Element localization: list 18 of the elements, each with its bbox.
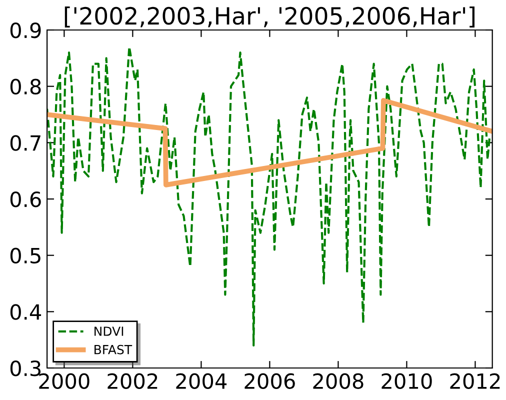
y-tick-label: 0.6 [10,191,41,208]
legend-label: NDVI [94,326,124,336]
x-tick-label: 2008 [313,373,364,389]
x-tick-label: 2010 [382,373,432,389]
x-tick-label: 2004 [176,373,227,389]
y-tick-label: 0.4 [10,304,42,320]
y-tick-label: 0.7 [10,135,40,151]
y-tick-label: 0.9 [10,22,41,38]
x-tick-label: 2012 [450,373,500,389]
line-series [47,98,492,188]
chart-title: ['2002,2003,Har', '2005,2006,Har'] [64,6,474,28]
x-tick-label: 2000 [39,373,90,389]
y-tick-label: 0.5 [10,248,40,264]
x-tick-label: 2002 [108,373,158,389]
y-tick-label: 0.3 [10,360,41,376]
x-tick-label: 2006 [244,373,295,389]
legend-label: BFAST [94,344,132,354]
y-tick-label: 0.8 [10,78,41,95]
